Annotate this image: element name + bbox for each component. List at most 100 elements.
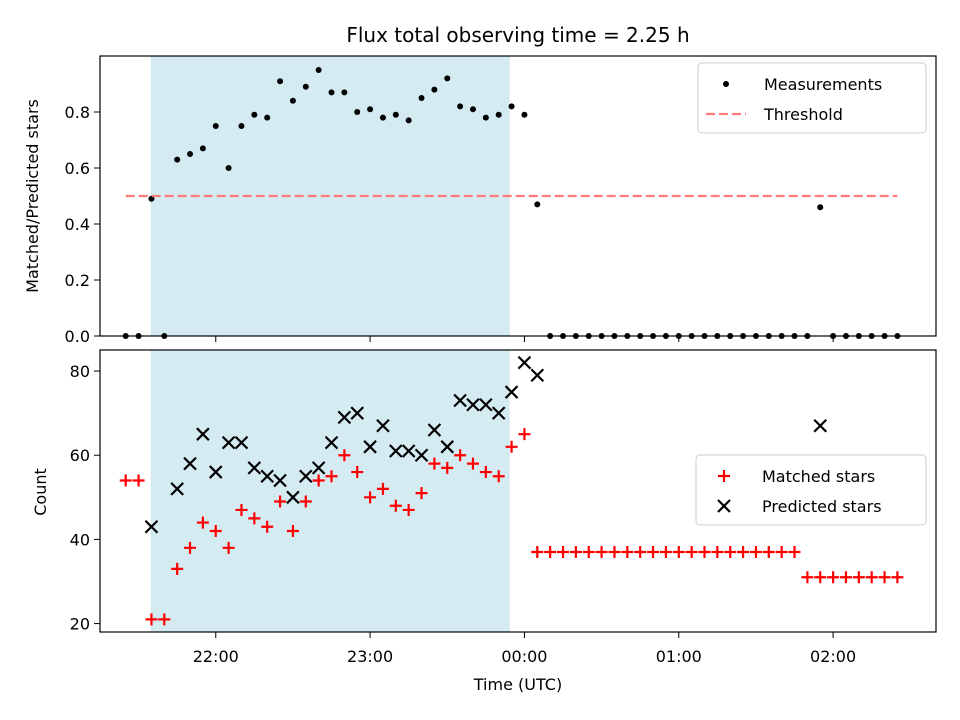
matched-star-point [428,457,441,470]
measurement-point [238,123,245,129]
legend-dot-icon [723,81,729,87]
predicted-star-point [389,444,403,458]
matched-star-point [518,428,531,441]
matched-star-point [724,546,737,559]
measurement-point [315,67,322,73]
y-tick-label: 0.0 [65,327,90,346]
top-series [122,67,901,339]
matched-star-point [132,474,145,487]
predicted-star-point [466,397,480,412]
measurement-point [405,117,412,124]
x-tick-label: 02:00 [810,647,856,666]
measurement-point [469,106,476,113]
predicted-star-point [453,393,467,408]
top-legend: Measurements Threshold [697,62,927,134]
legend-label: Measurements [764,75,882,94]
matched-star-point [261,520,274,533]
matched-star-point [865,571,878,584]
matched-star-point [595,546,608,559]
predicted-star-point [504,385,519,399]
measurement-point [508,103,515,110]
matched-star-point [608,546,621,559]
legend-plus-icon [718,470,730,482]
matched-star-point [402,503,415,516]
matched-star-point [775,546,788,559]
measurement-point [354,109,361,115]
top-panel: 0.00.20.40.60.8 Matched/Predicted stars … [23,55,937,346]
bottom-y-axis-label: Count [31,468,50,516]
y-tick-label: 0.2 [65,271,90,290]
predicted-star-point [324,435,339,450]
bottom-legend: Matched stars Predicted stars [695,454,927,526]
predicted-star-point [440,440,455,454]
matched-star-point [274,495,287,508]
predicted-star-point [234,435,249,450]
matched-star-point [248,512,261,525]
matched-star-point [878,571,891,584]
predicted-star-point [247,461,262,475]
matched-star-point [441,461,454,474]
predicted-star-point [208,465,223,479]
legend-box [695,454,927,526]
measurement-point [482,114,489,121]
predicted-star-point [427,423,442,437]
measurement-point [367,106,374,113]
matched-star-point [544,546,557,559]
top-y-axis-label: Matched/Predicted stars [23,99,42,293]
matched-star-point [325,470,338,483]
bottom-panel: 20 40 60 80 22:00 23:00 00:00 01:00 02:00 Count… [31,349,937,694]
matched-star-point [222,541,235,554]
series-matched-stars [119,428,904,626]
matched-star-point [685,546,698,559]
measurement-point [148,195,155,202]
matched-star-point [814,571,827,584]
x-tick-label: 23:00 [347,647,393,666]
series-predicted-stars [144,355,828,534]
predicted-star-point [517,355,532,370]
matched-star-point [852,571,865,584]
matched-star-point [158,613,171,626]
top-frame [99,55,937,337]
legend-label: Matched stars [762,467,875,486]
matched-star-point [479,466,492,479]
y-tick-label: 20 [70,615,90,634]
measurement-point [187,151,194,157]
measurement-point [225,165,232,171]
matched-star-point [788,546,801,559]
matched-star-point [209,524,222,537]
predicted-star-point [530,368,545,383]
measurement-point [174,156,181,163]
predicted-star-point [273,473,287,488]
predicted-star-point [299,469,313,484]
bottom-y-ticks: 20 40 60 80 [70,362,100,634]
matched-star-point [621,546,634,559]
bottom-shaded-span [150,349,510,633]
matched-star-point [171,562,184,575]
measurement-point [212,123,219,129]
measurement-point [251,111,258,118]
predicted-star-point [183,456,197,471]
y-tick-label: 0.6 [65,159,90,178]
measurement-point [289,97,296,104]
matched-star-point [376,482,389,495]
matched-star-point [737,546,750,559]
y-tick-label: 0.4 [65,215,90,234]
measurement-point [431,86,438,93]
matched-star-point [505,440,518,453]
legend-box [697,62,927,134]
matched-star-point [312,474,325,487]
matched-star-point [235,503,248,516]
matched-star-point [801,571,814,584]
y-tick-label: 80 [70,362,90,381]
predicted-star-point [337,410,352,425]
matched-star-point [839,571,852,584]
x-tick-label: 01:00 [656,647,702,666]
matched-star-point [196,516,209,529]
predicted-star-point [376,418,390,433]
predicted-star-point [260,469,274,484]
measurement-point [328,89,335,96]
measurement-point [444,75,451,82]
legend-label: Predicted stars [762,497,882,516]
predicted-star-point [196,427,210,441]
measurement-point [264,114,271,121]
